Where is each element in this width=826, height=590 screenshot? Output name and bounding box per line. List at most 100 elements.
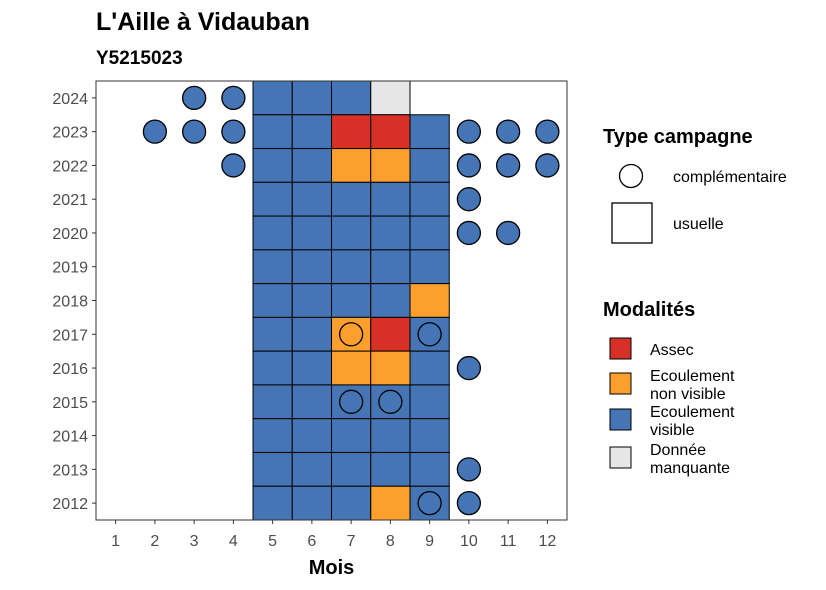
x-tick-label-11: 11 bbox=[500, 533, 517, 550]
tile-2016-8 bbox=[370, 350, 411, 386]
tile-2022-5 bbox=[252, 148, 293, 183]
tile-2012-6 bbox=[291, 485, 332, 521]
legend-label-manquante-1: manquante bbox=[650, 460, 730, 477]
x-tick-label-9: 9 bbox=[425, 533, 434, 550]
point-2024-4 bbox=[221, 85, 246, 111]
tile-2019-7 bbox=[331, 249, 372, 285]
point-2023-3 bbox=[181, 119, 207, 144]
legend-modalites-title: Modalités bbox=[603, 299, 695, 321]
tile-2013-5 bbox=[252, 451, 293, 487]
tile-2020-8 bbox=[370, 215, 411, 251]
y-tick-label-2019: 2019 bbox=[52, 260, 88, 277]
point-2022-11 bbox=[495, 153, 521, 178]
tile-2014-5 bbox=[252, 418, 293, 453]
chart-title: L'Aille à Vidauban bbox=[96, 8, 310, 36]
tile-2024-7 bbox=[331, 80, 372, 116]
tile-2015-9 bbox=[409, 384, 450, 420]
tile-2014-7 bbox=[331, 418, 372, 453]
y-tick-label-2017: 2017 bbox=[52, 327, 88, 344]
legend-swatch-non_visible bbox=[609, 372, 632, 395]
tile-2020-7 bbox=[331, 215, 372, 251]
y-tick-label-2014: 2014 bbox=[52, 429, 88, 446]
x-axis: 1 2 3 4 5 6 7 8 9 10 11 12 bbox=[111, 520, 556, 550]
tile-2013-9 bbox=[409, 451, 450, 487]
legend-key-usuelle bbox=[611, 202, 653, 244]
point-2022-10 bbox=[456, 153, 482, 178]
tile-2014-6 bbox=[291, 418, 332, 453]
tile-2022-7 bbox=[331, 148, 372, 183]
x-tick-label-6: 6 bbox=[307, 533, 316, 550]
tile-2021-8 bbox=[370, 181, 411, 217]
legend-label-usuelle: usuelle bbox=[673, 216, 724, 233]
point-2023-11 bbox=[495, 119, 521, 144]
point-2024-3 bbox=[181, 85, 207, 111]
x-axis-title: Mois bbox=[309, 557, 355, 579]
point-2015-8 bbox=[378, 389, 403, 414]
tile-2013-8 bbox=[370, 451, 411, 487]
y-tick-label-2012: 2012 bbox=[52, 496, 88, 513]
tile-2021-9 bbox=[409, 181, 450, 217]
tile-2024-6 bbox=[291, 80, 332, 116]
legend-label-assec-0: Assec bbox=[650, 342, 694, 359]
usuelle-tiles bbox=[252, 80, 450, 521]
x-tick-label-7: 7 bbox=[347, 533, 356, 550]
point-2021-10 bbox=[456, 187, 482, 212]
y-axis: 2012 2013 2014 2015 2016 2017 2018 2019 2020 2021… bbox=[52, 91, 96, 513]
tile-2020-5 bbox=[252, 215, 293, 251]
x-tick-label-3: 3 bbox=[190, 533, 199, 550]
tile-2018-6 bbox=[291, 283, 332, 318]
point-2012-10 bbox=[456, 490, 482, 516]
legend-swatch-visible bbox=[609, 408, 632, 431]
tile-2018-5 bbox=[252, 283, 293, 318]
x-tick-label-1: 1 bbox=[111, 533, 120, 550]
point-2013-10 bbox=[456, 457, 482, 482]
point-2012-9 bbox=[417, 490, 442, 516]
y-tick-label-2020: 2020 bbox=[52, 226, 88, 243]
point-2022-12 bbox=[535, 153, 560, 178]
tile-2021-5 bbox=[252, 181, 293, 217]
tile-2021-7 bbox=[331, 181, 372, 217]
tile-2012-8 bbox=[370, 485, 411, 521]
y-tick-label-2021: 2021 bbox=[52, 192, 88, 209]
y-tick-label-2016: 2016 bbox=[52, 361, 88, 378]
chart-subtitle: Y5215023 bbox=[96, 48, 183, 69]
y-tick-label-2018: 2018 bbox=[52, 294, 88, 311]
tile-2019-9 bbox=[409, 249, 450, 285]
x-tick-label-10: 10 bbox=[460, 533, 478, 550]
legend-key-complementaire bbox=[618, 163, 644, 189]
tile-2023-9 bbox=[409, 114, 450, 150]
tile-2012-7 bbox=[331, 485, 372, 521]
y-tick-label-2013: 2013 bbox=[52, 462, 88, 479]
point-2016-10 bbox=[456, 355, 482, 381]
point-2020-10 bbox=[456, 220, 482, 246]
legend-swatch-assec bbox=[609, 337, 632, 360]
y-tick-label-2023: 2023 bbox=[52, 125, 88, 142]
legend-type-campagne: Type campagne complémentaire usuelle bbox=[603, 126, 787, 244]
tile-2019-8 bbox=[370, 249, 411, 285]
x-tick-label-5: 5 bbox=[268, 533, 277, 550]
y-tick-label-2024: 2024 bbox=[52, 91, 88, 108]
tile-2017-5 bbox=[252, 316, 293, 352]
x-tick-label-12: 12 bbox=[538, 533, 556, 550]
legend-label-non_visible-1: non visible bbox=[650, 386, 726, 403]
y-tick-label-2022: 2022 bbox=[52, 158, 88, 175]
tile-2013-7 bbox=[331, 451, 372, 487]
point-2023-4 bbox=[221, 119, 246, 144]
tile-2023-6 bbox=[291, 114, 332, 150]
tile-2022-8 bbox=[370, 148, 411, 183]
legend-label-non_visible-0: Ecoulement bbox=[650, 368, 735, 385]
tile-2018-8 bbox=[370, 283, 411, 318]
tile-2017-8 bbox=[370, 316, 411, 352]
point-2022-4 bbox=[221, 153, 246, 178]
tile-2012-5 bbox=[252, 485, 293, 521]
tile-2022-6 bbox=[291, 148, 332, 183]
tile-2014-8 bbox=[370, 418, 411, 453]
x-tick-label-4: 4 bbox=[229, 533, 238, 550]
tile-2020-6 bbox=[291, 215, 332, 251]
legend-swatch-manquante bbox=[609, 446, 632, 469]
tile-2021-6 bbox=[291, 181, 332, 217]
tile-2024-8 bbox=[370, 80, 411, 116]
legend-label-manquante-0: Donnée bbox=[650, 442, 706, 459]
tile-2016-7 bbox=[331, 350, 372, 386]
